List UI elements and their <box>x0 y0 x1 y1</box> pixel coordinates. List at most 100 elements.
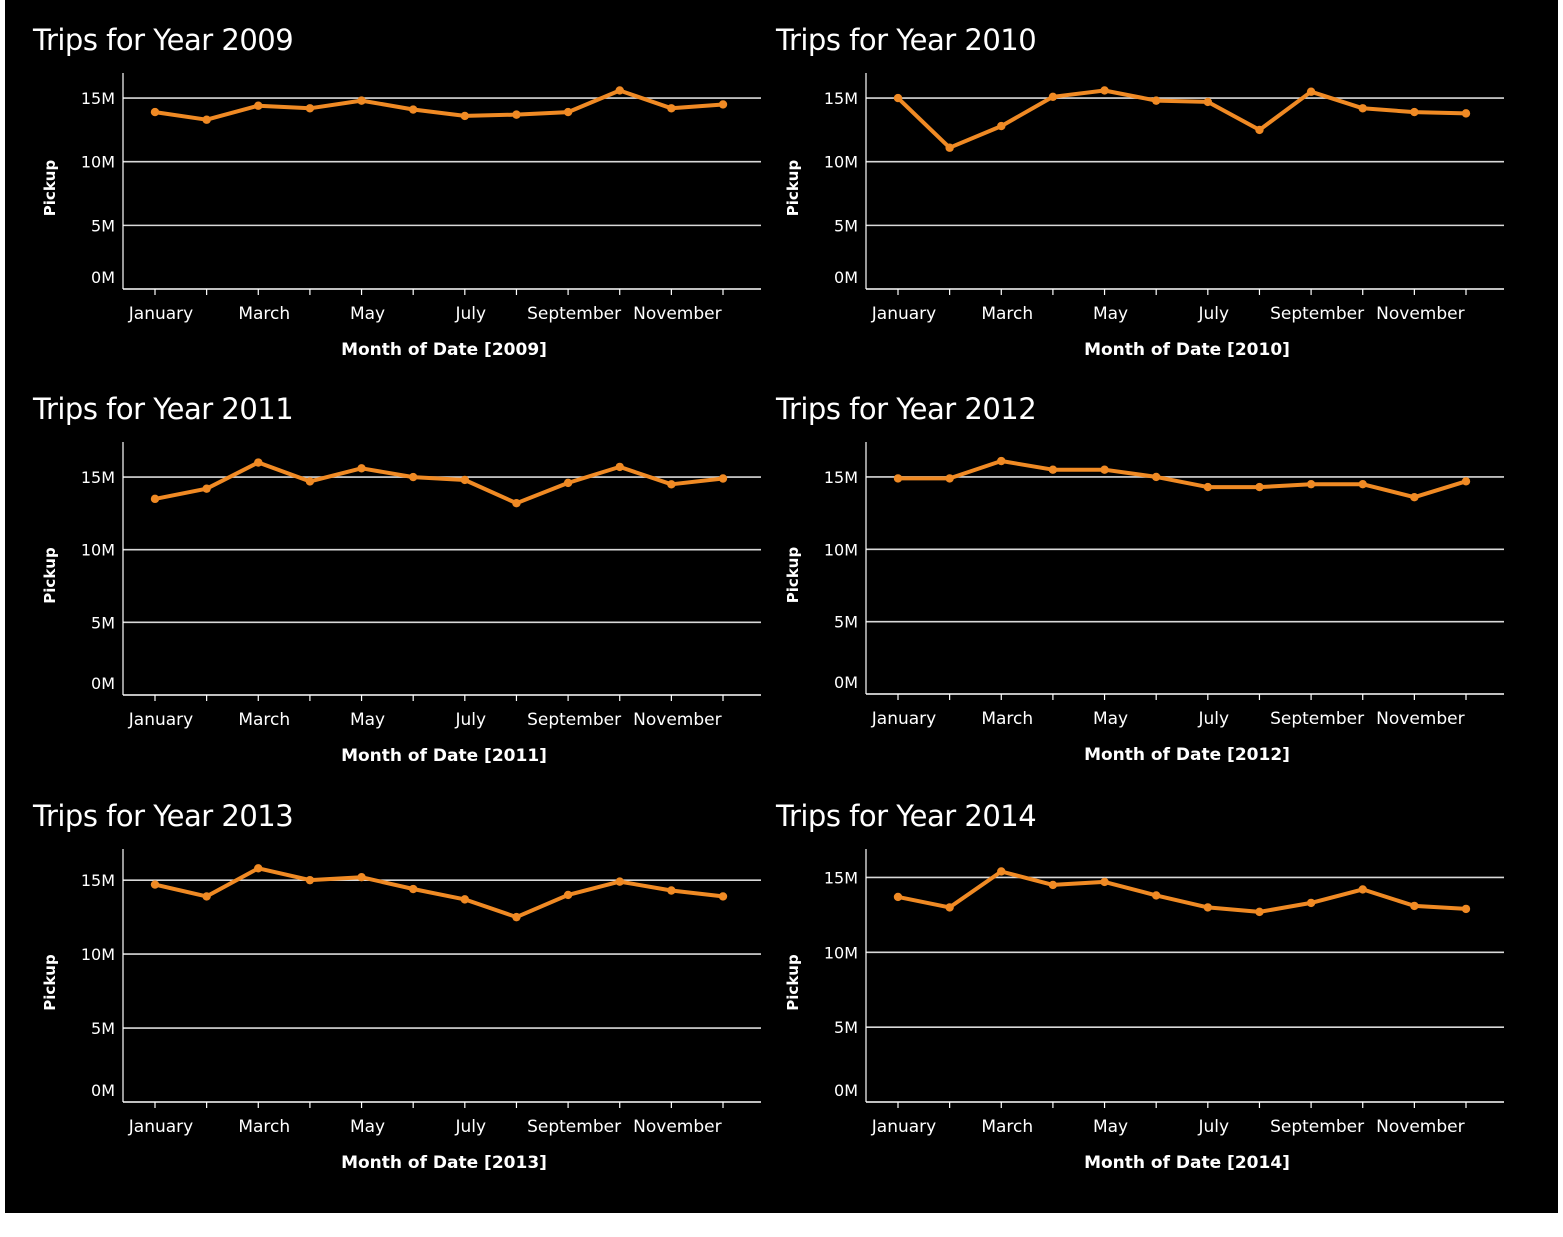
data-point <box>1203 903 1213 912</box>
x-tick-label: July <box>1198 304 1230 324</box>
x-tick-label: September <box>527 1117 621 1137</box>
y-tick-label: 5M <box>834 216 858 235</box>
y-tick-label: 10M <box>824 943 858 962</box>
x-axis-title: Month of Date [2014] <box>1084 1153 1290 1173</box>
y-axis-title: Pickup <box>784 547 802 604</box>
series-line <box>153 866 725 920</box>
data-point <box>1255 125 1264 135</box>
x-tick-label: November <box>633 710 721 730</box>
data-point <box>254 101 263 110</box>
x-tick-label: July <box>1198 709 1230 729</box>
data-point <box>1048 92 1058 102</box>
chart-panel-2009: Trips for Year 2009 0M 5M 10M 15M January Mar… <box>33 23 775 423</box>
x-tick-label: January <box>871 709 936 729</box>
x-tick-label: November <box>1376 709 1464 729</box>
data-point <box>1151 891 1161 900</box>
chart-panel-2013: Trips for Year 2013 0M 5M 10M 15M January Mar… <box>33 799 775 1199</box>
line-chart: 0M 5M 10M 15M January March May July September No… <box>784 442 1504 765</box>
x-tick-label: September <box>527 710 621 730</box>
data-point <box>1100 86 1109 95</box>
data-point <box>1255 482 1264 492</box>
y-tick-label: 10M <box>81 945 115 964</box>
data-point <box>615 86 624 95</box>
chart-title: Trips for Year 2013 <box>33 799 294 833</box>
data-point <box>408 884 418 894</box>
x-tick-label: July <box>455 304 487 324</box>
data-point <box>408 472 418 482</box>
series-line <box>153 460 725 506</box>
data-point <box>512 499 521 508</box>
data-point <box>893 892 903 902</box>
data-point <box>615 462 624 472</box>
y-tick-label: 5M <box>834 1018 858 1037</box>
chart-panel-2014: Trips for Year 2014 0M 5M 10M 15M January Mar… <box>776 799 1518 1199</box>
y-tick-label: 5M <box>91 613 115 632</box>
y-tick-label: 5M <box>91 1019 115 1038</box>
data-point <box>997 456 1006 466</box>
data-point <box>1203 482 1213 492</box>
y-axis-title: Pickup <box>41 547 59 604</box>
x-tick-label: September <box>1270 1117 1364 1137</box>
data-point <box>1306 479 1316 489</box>
chart-panel-2012: Trips for Year 2012 0M 5M 10M 15M January Mar… <box>776 392 1518 792</box>
chart-title: Trips for Year 2012 <box>776 392 1037 426</box>
x-tick-label: July <box>455 710 487 730</box>
x-tick-label: May <box>350 304 385 324</box>
x-tick-label: March <box>238 304 290 324</box>
data-point <box>460 111 470 121</box>
data-point <box>202 484 211 493</box>
y-tick-label: 0M <box>91 1081 115 1100</box>
y-tick-label: 15M <box>824 868 858 887</box>
series-line <box>153 88 725 122</box>
y-tick-label: 0M <box>91 674 115 693</box>
data-point <box>512 110 521 119</box>
data-point <box>945 903 954 912</box>
data-point <box>945 143 954 152</box>
data-point <box>563 478 573 488</box>
y-tick-label: 5M <box>834 613 858 632</box>
data-point <box>1461 904 1471 914</box>
y-tick-label: 10M <box>81 541 115 560</box>
line-chart: 0M 5M 10M 15M January March May July September No… <box>784 849 1504 1173</box>
y-tick-label: 15M <box>824 468 858 487</box>
x-tick-label: November <box>633 304 721 324</box>
x-tick-label: January <box>128 304 193 324</box>
x-tick-label: January <box>871 304 936 324</box>
x-tick-label: July <box>455 1117 487 1137</box>
data-point <box>563 107 573 117</box>
data-point <box>1203 97 1213 107</box>
data-point <box>1461 477 1471 486</box>
y-tick-label: 5M <box>91 216 115 235</box>
y-axis-title: Pickup <box>784 160 802 217</box>
data-point <box>408 105 418 114</box>
y-axis-title: Pickup <box>41 954 59 1011</box>
data-point <box>1358 885 1367 894</box>
data-point <box>563 890 573 900</box>
x-tick-label: May <box>350 710 385 730</box>
y-axis-title: Pickup <box>41 160 59 217</box>
data-point <box>150 880 160 889</box>
data-point <box>1151 96 1161 105</box>
data-point <box>893 474 903 483</box>
chart-title: Trips for Year 2014 <box>776 799 1037 833</box>
data-point <box>512 912 521 922</box>
data-point <box>150 494 160 504</box>
x-tick-label: September <box>1270 304 1364 324</box>
chart-title: Trips for Year 2009 <box>33 23 294 57</box>
x-tick-label: January <box>128 1117 193 1137</box>
data-point <box>718 474 728 483</box>
dashboard-canvas: Trips for Year 2009 0M 5M 10M 15M January Mar… <box>5 0 1558 1213</box>
data-point <box>305 104 315 113</box>
data-point <box>1358 104 1367 113</box>
x-tick-label: January <box>128 710 193 730</box>
data-point <box>202 115 211 124</box>
y-tick-label: 15M <box>81 871 115 890</box>
data-point <box>1410 901 1419 911</box>
data-point <box>1048 465 1058 474</box>
data-point <box>1410 107 1419 117</box>
x-axis-title: Month of Date [2012] <box>1084 745 1290 765</box>
x-tick-label: March <box>238 1117 290 1137</box>
x-tick-label: March <box>981 709 1033 729</box>
x-axis-title: Month of Date [2009] <box>341 340 547 360</box>
y-tick-label: 0M <box>834 673 858 692</box>
